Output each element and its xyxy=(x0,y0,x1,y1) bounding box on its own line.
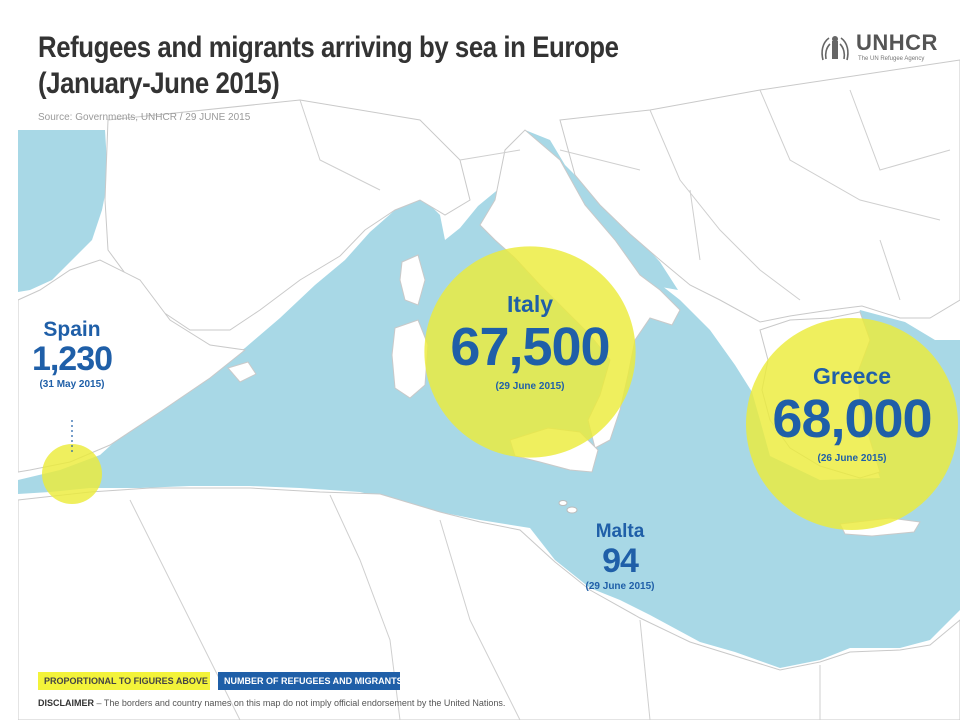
source-note: Source: Governments, UNHCR / 29 JUNE 201… xyxy=(38,112,251,123)
balearic xyxy=(227,361,257,383)
bubble-greece xyxy=(746,318,958,530)
label-spain: Spain 1,230 (31 May 2015) xyxy=(20,318,124,392)
logo-name: UNHCR xyxy=(856,30,938,55)
page-title: Refugees and migrants arriving by sea in… xyxy=(38,30,640,102)
land xyxy=(17,59,960,720)
country-name: Spain xyxy=(43,318,101,341)
arrival-figure: 94 xyxy=(602,542,639,580)
legend-number: NUMBER OF REFUGEES AND MIGRANTS xyxy=(218,672,403,690)
disclaimer-label: DISCLAIMER xyxy=(38,698,94,708)
unhcr-logo: UNHCR The UN Refugee Agency xyxy=(818,30,958,70)
corsica xyxy=(399,254,426,306)
label-malta: Malta 94 (29 June 2015) xyxy=(568,520,672,594)
arrival-figure: 68,000 xyxy=(772,389,932,449)
arrival-figure: 1,230 xyxy=(31,340,113,378)
left-margin xyxy=(0,0,18,720)
figure-date: (31 May 2015) xyxy=(39,379,105,390)
title-line-2: (January-June 2015) xyxy=(38,67,280,100)
disclaimer-text: – The borders and country names on this … xyxy=(94,698,506,708)
title-line-1: Refugees and migrants arriving by sea in… xyxy=(38,31,619,64)
figure-date: (26 June 2015) xyxy=(817,453,887,464)
malta-islands xyxy=(558,500,578,514)
disclaimer: DISCLAIMER – The borders and country nam… xyxy=(38,698,505,708)
unhcr-emblem-icon xyxy=(821,36,849,61)
country-name: Greece xyxy=(812,363,891,389)
figure-date: (29 June 2015) xyxy=(495,381,565,392)
legend-proportional: PROPORTIONAL TO FIGURES ABOVE xyxy=(38,672,210,690)
sardinia xyxy=(391,319,429,399)
north-africa xyxy=(17,487,960,720)
bubble-spain xyxy=(42,444,102,504)
bubble-italy xyxy=(424,246,636,458)
atlantic-sea xyxy=(18,130,108,292)
arrival-figure: 67,500 xyxy=(450,317,610,377)
label-italy: Italy 67,500 (29 June 2015) xyxy=(430,292,630,394)
bubbles xyxy=(42,246,958,530)
figure-date: (29 June 2015) xyxy=(585,581,655,592)
country-name: Malta xyxy=(595,521,645,542)
logo-tagline: The UN Refugee Agency xyxy=(858,56,925,62)
balkans xyxy=(559,59,960,323)
label-greece: Greece 68,000 (26 June 2015) xyxy=(752,364,952,466)
country-name: Italy xyxy=(506,291,554,317)
